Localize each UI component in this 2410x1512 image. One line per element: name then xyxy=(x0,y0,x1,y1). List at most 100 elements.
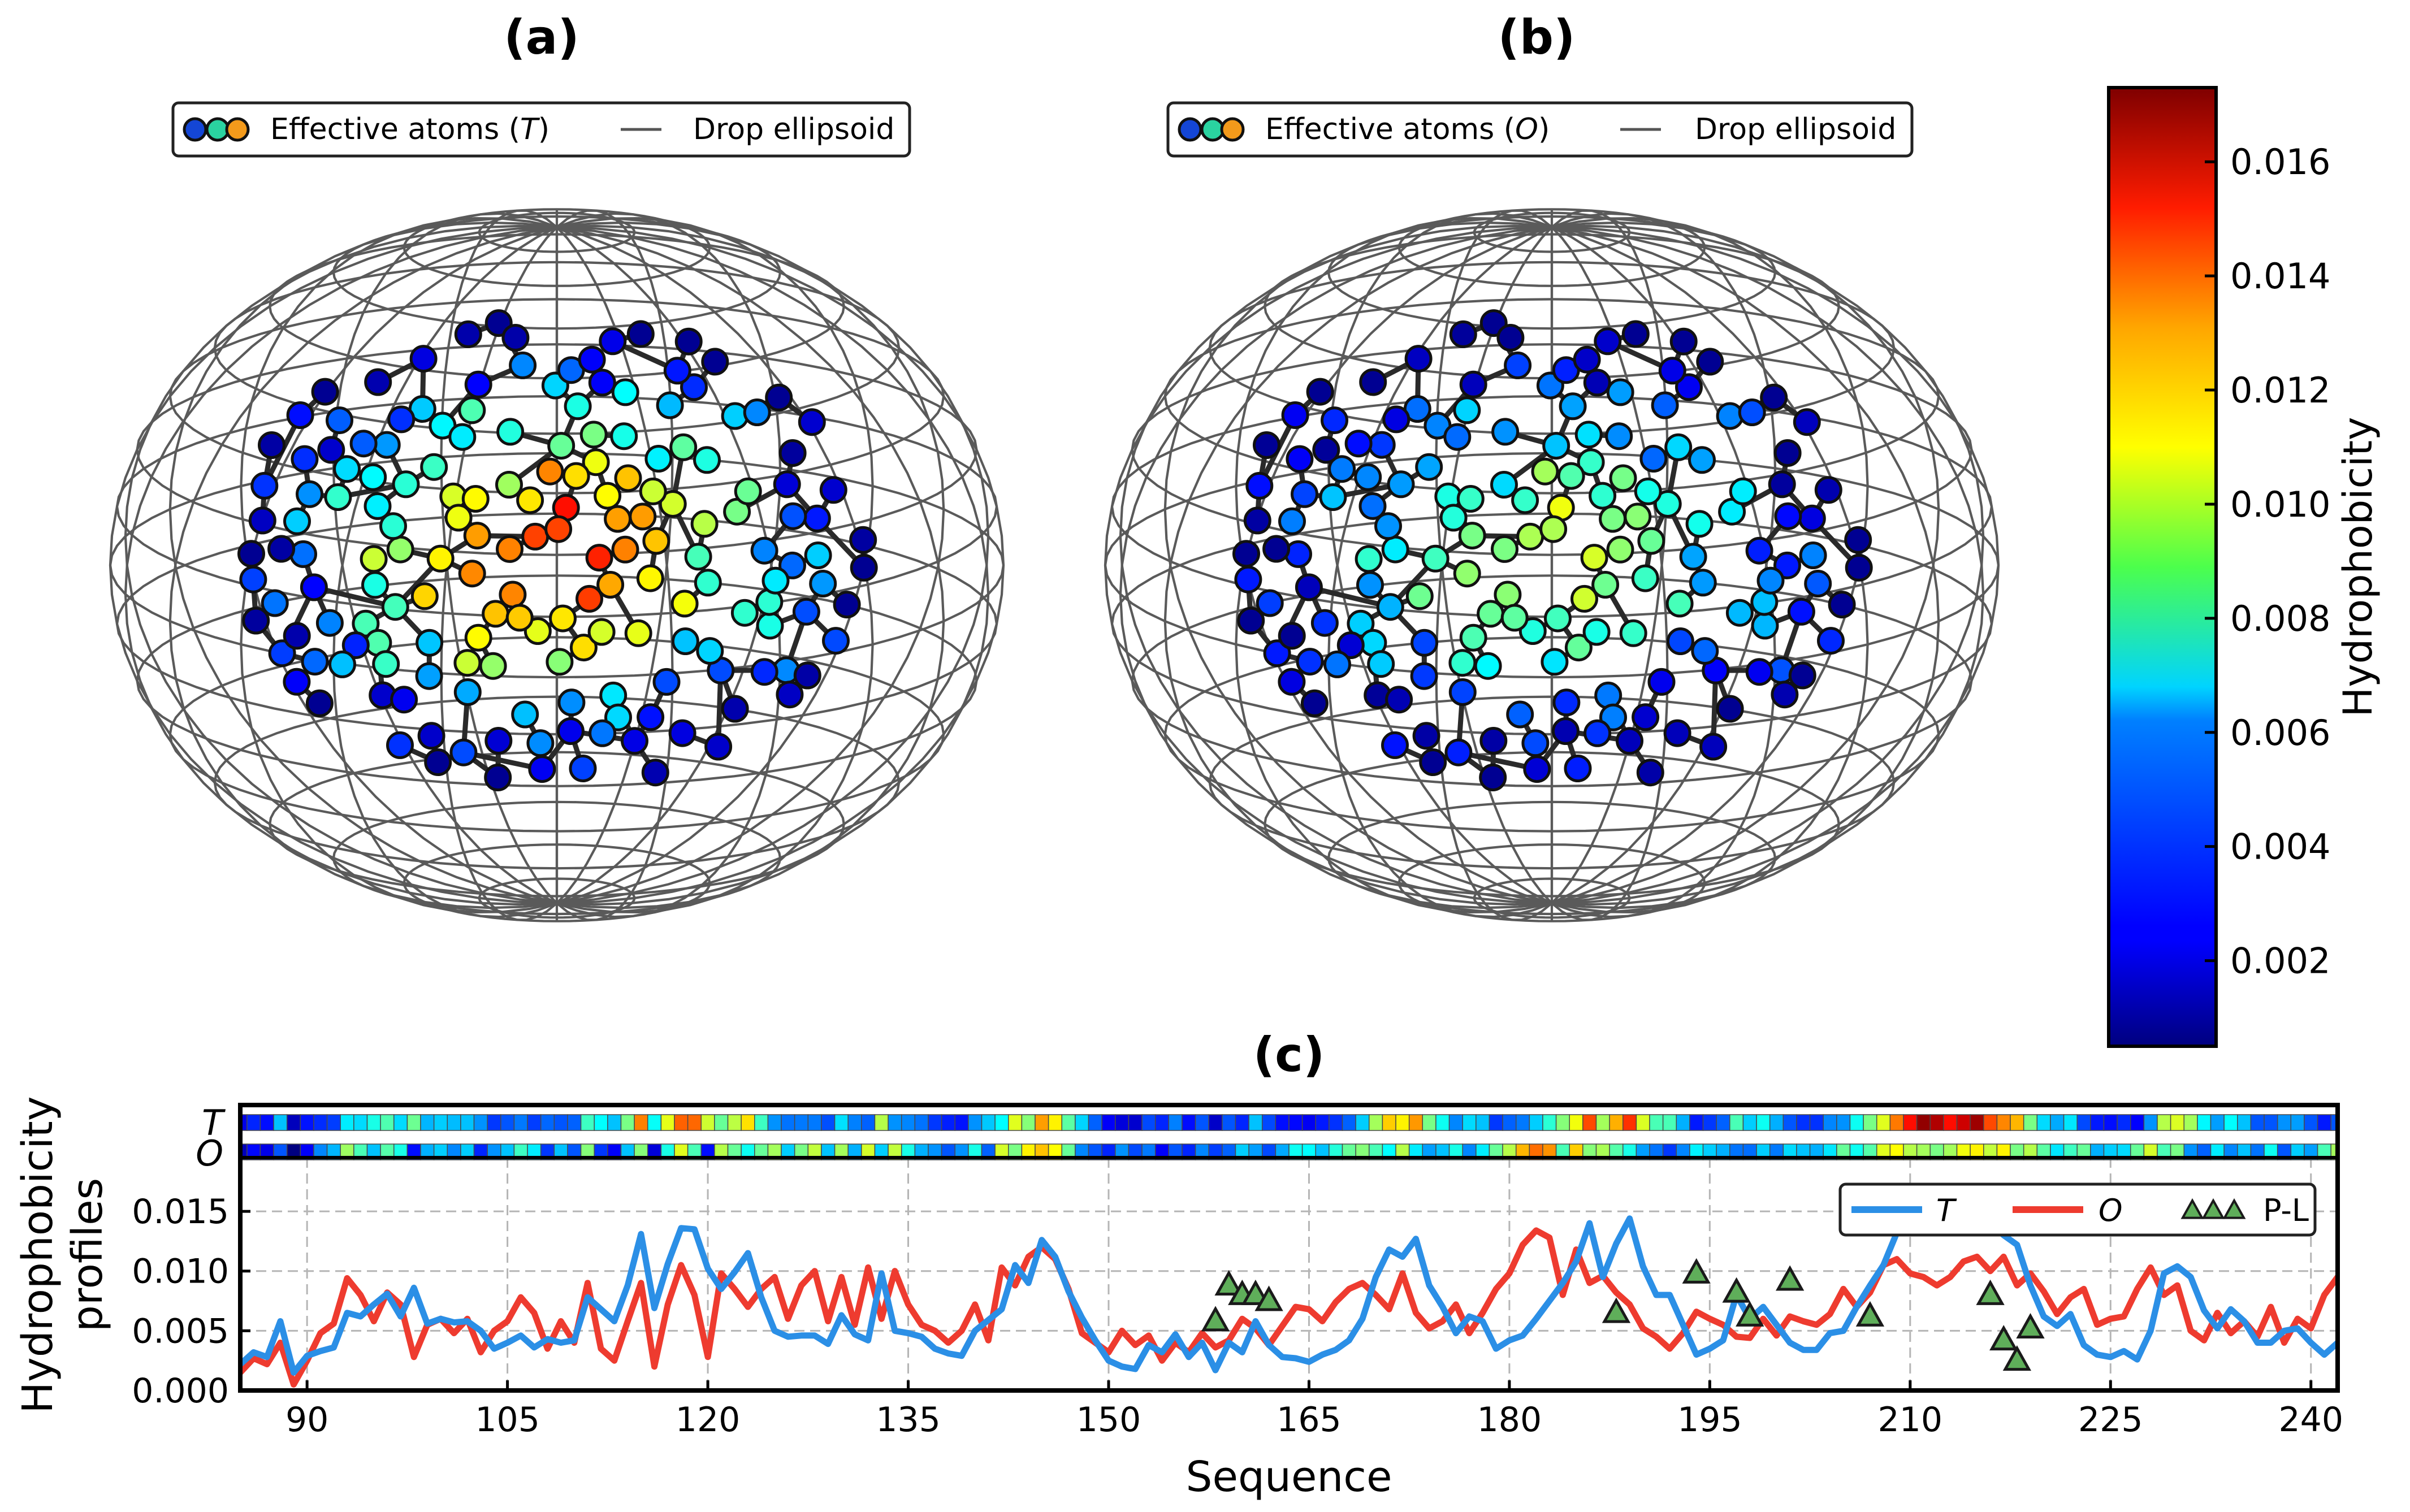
effective-atom xyxy=(1500,604,1529,632)
effective-atom xyxy=(626,320,655,348)
effective-atom xyxy=(392,470,420,499)
plot-frame xyxy=(238,1103,2340,1393)
atoms-a xyxy=(237,309,878,791)
strip-cell xyxy=(513,1114,528,1131)
ellipsoid-meridian-line xyxy=(1119,224,1552,905)
effective-atom xyxy=(765,383,793,411)
effective-atom xyxy=(1669,327,1698,356)
strip-cell xyxy=(1435,1114,1450,1131)
strip-cell xyxy=(994,1114,1009,1131)
pl-marker xyxy=(2002,1345,2032,1371)
effective-atom xyxy=(364,368,392,396)
effective-atom xyxy=(461,485,490,513)
effective-atom xyxy=(1306,378,1334,406)
effective-atom xyxy=(1582,618,1611,646)
strip-cell xyxy=(1489,1114,1503,1131)
colorbar-tick-label: 0.004 xyxy=(2230,826,2331,868)
effective-atom xyxy=(1632,703,1660,731)
strip-cell xyxy=(1662,1114,1677,1131)
effective-atom xyxy=(1793,408,1821,436)
effective-atom xyxy=(557,688,586,717)
x-tick-label: 240 xyxy=(2278,1400,2343,1440)
effective-atom xyxy=(1511,486,1539,514)
effective-atom xyxy=(1799,541,1827,569)
strip-cell xyxy=(1275,1114,1290,1131)
effective-atom xyxy=(1616,727,1643,755)
effective-atom xyxy=(589,719,617,747)
effective-atom xyxy=(773,470,801,499)
effective-atom xyxy=(1651,391,1679,419)
strip-cell xyxy=(1889,1114,1904,1131)
strip-cell xyxy=(527,1114,542,1131)
effective-atom xyxy=(819,476,847,504)
effective-atom xyxy=(1691,637,1719,665)
strip-cell xyxy=(1769,1114,1784,1131)
pl-marker xyxy=(1722,1277,1751,1303)
effective-atom xyxy=(1256,589,1284,617)
effective-atom xyxy=(1570,584,1598,613)
effective-atom xyxy=(1278,622,1306,650)
effective-atom xyxy=(670,590,699,618)
effective-atom xyxy=(1300,689,1329,717)
effective-atom xyxy=(373,431,401,459)
strip-cell xyxy=(1141,1114,1156,1131)
strip-cell xyxy=(1195,1114,1209,1131)
effective-atom xyxy=(1286,445,1314,473)
effective-atom xyxy=(1354,463,1382,491)
effective-atom xyxy=(261,589,289,617)
strip-cell xyxy=(406,1114,421,1131)
effective-atom xyxy=(464,370,492,398)
strip-cell xyxy=(1408,1114,1423,1131)
legend-a-marker xyxy=(183,117,250,142)
pl-marker xyxy=(1976,1279,2005,1305)
effective-atom xyxy=(803,504,831,532)
strip-cell xyxy=(420,1114,435,1131)
effective-atom xyxy=(324,483,352,511)
x-tick-label: 120 xyxy=(676,1400,741,1440)
effective-atom xyxy=(1716,695,1744,723)
ellipsoid-meridian-line xyxy=(1104,226,1552,905)
effective-atom xyxy=(317,436,345,464)
effective-atom xyxy=(1521,729,1550,757)
effective-atom xyxy=(1321,406,1348,435)
effective-atom xyxy=(734,477,762,505)
effective-atom xyxy=(546,648,574,676)
effective-atom xyxy=(1844,526,1872,554)
effective-atom xyxy=(1382,405,1410,434)
strip-cell xyxy=(928,1114,942,1131)
strip-cell xyxy=(300,1114,314,1131)
strip-cell xyxy=(1809,1114,1824,1131)
strip-cell xyxy=(1462,1114,1477,1131)
strip-cell xyxy=(366,1114,381,1131)
strip-cell xyxy=(1035,1114,1049,1131)
effective-atom xyxy=(1729,477,1757,505)
effective-atom xyxy=(1574,421,1603,449)
strip-cell xyxy=(326,1114,341,1131)
effective-atom xyxy=(1458,522,1486,550)
effective-atom xyxy=(359,463,387,491)
strip-cell xyxy=(1382,1114,1396,1131)
pl-marker xyxy=(1682,1258,1711,1284)
effective-atom xyxy=(387,405,416,434)
strip-cell xyxy=(380,1114,395,1131)
effective-atom xyxy=(417,722,445,750)
legend-c-pl-marker xyxy=(2222,1198,2246,1219)
effective-atom xyxy=(305,689,334,717)
strip-cell xyxy=(1983,1114,1998,1131)
legend-a: Effective atoms (T) Drop ellipsoid xyxy=(171,101,911,158)
effective-atom xyxy=(479,652,507,680)
effective-atom xyxy=(286,401,314,429)
pl-marker xyxy=(1989,1325,2018,1351)
legend-c-O-label: O xyxy=(2099,1193,2123,1228)
ellipsoid-a xyxy=(109,208,1005,922)
effective-atom xyxy=(582,448,610,476)
strip-cell xyxy=(1182,1114,1196,1131)
effective-atom xyxy=(1234,565,1262,593)
strip-cell xyxy=(2130,1114,2145,1131)
effective-atom xyxy=(793,661,821,690)
strip-cell xyxy=(634,1114,648,1131)
effective-atom xyxy=(242,606,270,635)
effective-atom xyxy=(1594,327,1622,356)
strip-cell xyxy=(1595,1114,1610,1131)
strip-cell xyxy=(1849,1114,1864,1131)
